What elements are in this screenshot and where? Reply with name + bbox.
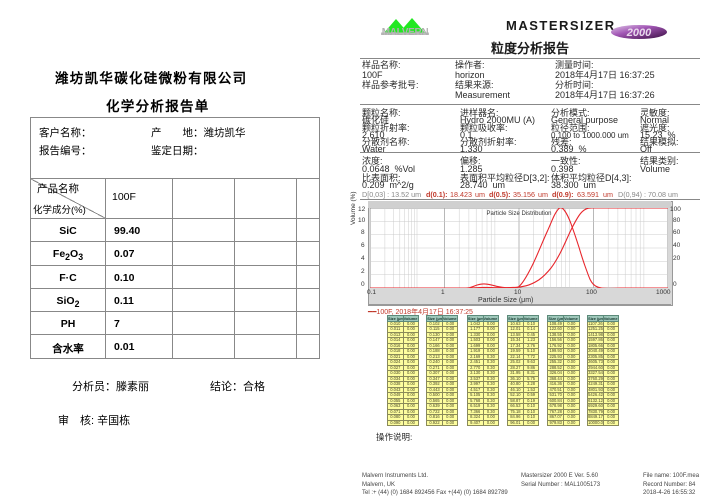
- svg-text:2000: 2000: [626, 27, 652, 39]
- svg-text:Particle Size Distribution: Particle Size Distribution: [486, 211, 551, 217]
- svg-text:MALVERN: MALVERN: [382, 27, 429, 38]
